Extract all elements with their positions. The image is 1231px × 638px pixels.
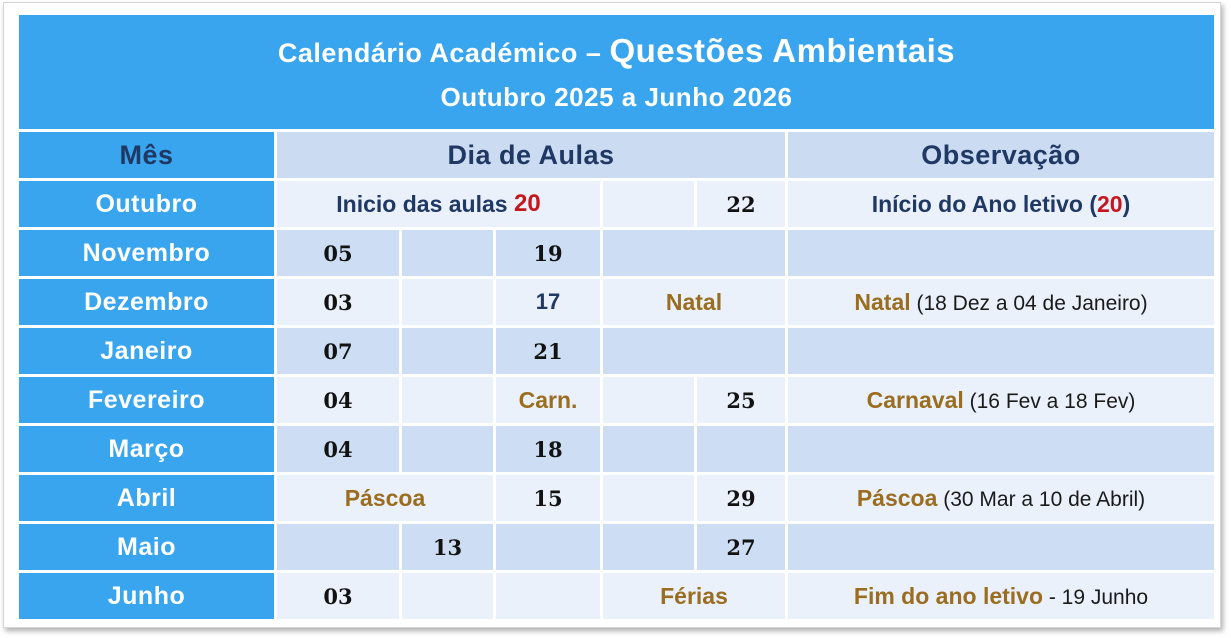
- month-cell-janeiro: Janeiro: [19, 328, 274, 374]
- table-title-banner: Calendário Académico – Questões Ambienta…: [19, 15, 1214, 129]
- day-cell: 03: [277, 279, 399, 325]
- observation-cell-maio: [788, 524, 1214, 570]
- day-cell: 18: [496, 426, 600, 472]
- day-cell-empty: [697, 426, 785, 472]
- day-cell: 04: [277, 426, 399, 472]
- observation-cell-junho: Fim do ano letivo - 19 Junho: [788, 573, 1214, 619]
- holiday-cell-natal: Natal: [603, 279, 785, 325]
- month-cell-junho: Junho: [19, 573, 274, 619]
- day-cell-empty: [496, 573, 600, 619]
- observation-text: Fim do ano letivo - 19 Junho: [853, 582, 1149, 609]
- month-cell-outubro: Outubro: [19, 181, 274, 227]
- observation-text: Natal (18 Dez a 04 de Janeiro): [854, 288, 1148, 315]
- day-cell-empty: [402, 279, 493, 325]
- column-header-observation: Observação: [788, 132, 1214, 178]
- column-header-class-days: Dia de Aulas: [277, 132, 785, 178]
- title-line2: Outubro 2025 a Junho 2026: [440, 81, 793, 112]
- start-of-classes-day: 20: [513, 190, 541, 217]
- day-cell-empty: [402, 377, 493, 423]
- observation-cell-novembro: [788, 230, 1214, 276]
- start-of-classes-label: Inicio das aulas: [336, 190, 514, 217]
- observation-text: Início do Ano letivo (20): [871, 190, 1131, 217]
- day-cell: 21: [496, 328, 600, 374]
- observation-cell-abril: Páscoa (30 Mar a 10 de Abril): [788, 475, 1214, 521]
- day-cell-empty: [603, 230, 785, 276]
- month-cell-marco: Março: [19, 426, 274, 472]
- day-cell-empty: [603, 377, 694, 423]
- month-cell-novembro: Novembro: [19, 230, 274, 276]
- day-cell-navy: 17: [496, 279, 600, 325]
- month-cell-abril: Abril: [19, 475, 274, 521]
- observation-cell-janeiro: [788, 328, 1214, 374]
- day-cell: 25: [697, 377, 785, 423]
- holiday-cell-carnaval-abbrev: Carn.: [496, 377, 600, 423]
- day-cell-empty: [603, 181, 694, 227]
- month-cell-fevereiro: Fevereiro: [19, 377, 274, 423]
- observation-text: Carnaval (16 Fev a 18 Fev): [866, 386, 1136, 413]
- day-cell-empty: [603, 328, 785, 374]
- observation-cell-fevereiro: Carnaval (16 Fev a 18 Fev): [788, 377, 1214, 423]
- day-cell-empty: [402, 426, 493, 472]
- academic-calendar-table: Calendário Académico – Questões Ambienta…: [19, 15, 1214, 619]
- day-cell: 27: [697, 524, 785, 570]
- day-cell-empty: [402, 230, 493, 276]
- day-cell: 07: [277, 328, 399, 374]
- day-cell-empty: [603, 426, 694, 472]
- day-cell-empty: [277, 524, 399, 570]
- column-header-month: Mês: [19, 132, 274, 178]
- observation-text: Páscoa (30 Mar a 10 de Abril): [856, 484, 1146, 511]
- title-line1-regular: Calendário Académico –: [277, 37, 610, 68]
- day-cell-empty: [402, 328, 493, 374]
- day-cell-start-of-classes: Inicio das aulas 20: [277, 181, 600, 227]
- month-cell-dezembro: Dezembro: [19, 279, 274, 325]
- day-cell: 05: [277, 230, 399, 276]
- title-line1-emphasis: Questões Ambientais: [609, 31, 956, 69]
- observation-cell-marco: [788, 426, 1214, 472]
- title-line1: Calendário Académico – Questões Ambienta…: [278, 32, 955, 70]
- day-cell: 29: [697, 475, 785, 521]
- day-cell: 15: [496, 475, 600, 521]
- day-cell-empty: [603, 475, 694, 521]
- month-cell-maio: Maio: [19, 524, 274, 570]
- day-cell-empty: [402, 573, 493, 619]
- day-cell: 03: [277, 573, 399, 619]
- observation-cell-dezembro: Natal (18 Dez a 04 de Janeiro): [788, 279, 1214, 325]
- day-cell: 19: [496, 230, 600, 276]
- day-cell: 22: [697, 181, 785, 227]
- screenshot-frame: Calendário Académico – Questões Ambienta…: [3, 2, 1221, 628]
- observation-cell-outubro: Início do Ano letivo (20): [788, 181, 1214, 227]
- observation-day-red: 20: [1097, 190, 1123, 217]
- day-cell: 13: [402, 524, 493, 570]
- day-cell-empty: [496, 524, 600, 570]
- day-cell-empty: [603, 524, 694, 570]
- day-cell: 04: [277, 377, 399, 423]
- holiday-cell-pascoa: Páscoa: [277, 475, 493, 521]
- holiday-cell-ferias: Férias: [603, 573, 785, 619]
